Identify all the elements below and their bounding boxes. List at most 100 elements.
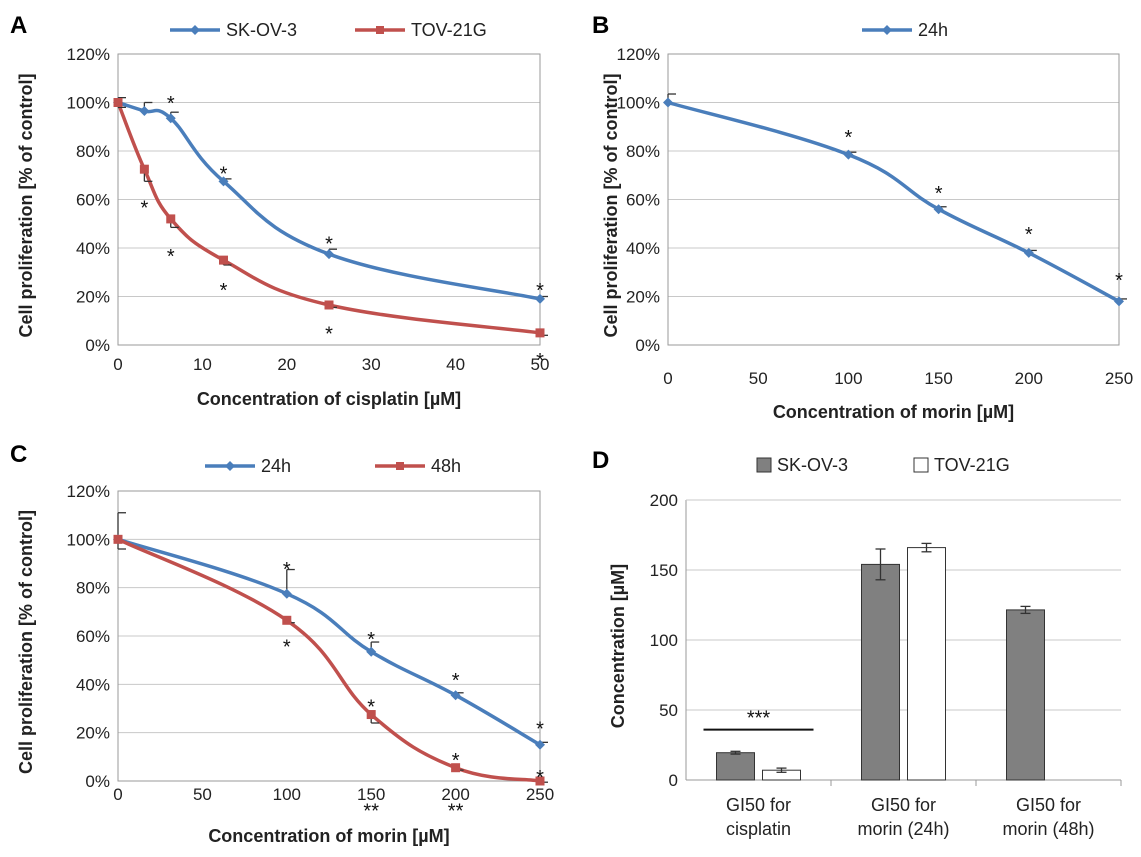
x-tick-label: 150 [924,369,952,388]
data-point [535,328,545,338]
data-point [139,105,150,116]
x-tick-label: 250 [1105,369,1133,388]
x-axis-title: Concentration of cisplatin [µM] [197,389,461,409]
plot-frame [117,53,541,346]
category-label: GI50 for [726,795,791,815]
y-tick-label: 50 [659,701,678,720]
y-axis-title: Concentration [µM] [608,564,628,728]
legend-label: 24h [261,456,291,476]
x-tick-label: 100 [273,785,301,804]
y-tick-label: 20% [76,724,110,743]
data-point [282,615,292,625]
data-point [166,214,176,224]
y-tick-label: 120% [617,45,660,64]
x-tick-label: 20 [277,355,296,374]
x-tick-label: 40 [446,355,465,374]
significance-marker: ** [448,801,464,823]
y-tick-label: 60% [626,191,660,210]
data-point [1023,247,1034,258]
data-point [113,534,123,544]
data-point [324,300,334,310]
y-tick-label: 100% [617,94,660,113]
category-label: GI50 for [1016,795,1081,815]
bar [1006,609,1045,781]
panel-letter: C [10,441,27,468]
x-axis-title: Concentration of morin [µM] [208,826,449,846]
significance-marker: * [220,280,228,302]
series-48h: ****** ** [113,534,548,823]
significance-marker: * [167,93,175,115]
category-label: GI50 for [871,795,936,815]
data-point [219,255,228,265]
y-tick-label: 150 [650,561,678,580]
x-tick-label: 200 [441,785,469,804]
x-tick-label: 100 [834,369,862,388]
legend-label: 24h [918,20,948,40]
significance-marker: * [220,163,228,185]
legend-label: TOV-21G [934,455,1010,475]
significance-marker: * [1025,224,1033,246]
plot-frame [117,490,541,782]
legend-label: 48h [431,456,461,476]
significance-marker: * [140,197,148,219]
x-tick-label: 10 [193,355,212,374]
legend-swatch [913,457,929,473]
x-tick-label: 0 [113,785,122,804]
category-label: morin (24h) [857,819,949,839]
significance-marker: * [367,697,375,719]
significance-marker: * [845,127,853,149]
legend-marker [225,461,235,471]
category-group: GI50 for morin (48h) [1002,605,1122,839]
data-point [933,204,944,215]
y-tick-label: 40% [76,675,110,694]
data-point [366,710,376,720]
x-tick-label: 50 [749,369,768,388]
x-tick-label: 250 [526,785,554,804]
y-tick-label: 120% [67,45,110,64]
y-axis-title: Cell proliferation [% of control] [16,510,36,774]
series-tov-21g: * * * * * [113,98,548,372]
significance-marker: * [283,636,291,658]
legend-marker [376,26,384,34]
x-tick-label: 0 [113,355,122,374]
y-tick-label: 0 [669,771,678,790]
series-line [116,101,541,335]
panel-b: B 0% 20% 40% 60% 80% 100% 120% Cell proliferatio… [592,12,1133,422]
panel-c: C 0% 20% 40% 60% 80% 100% 120% Cell proliferatio… [10,441,554,846]
significance-marker: * [536,280,544,302]
significance-marker: * [367,629,375,651]
data-point [1114,296,1124,307]
legend-label: TOV-21G [411,20,487,40]
data-point [139,164,149,174]
series-line [117,537,541,783]
data-point [450,690,461,701]
category-label: morin (48h) [1002,819,1094,839]
significance-marker: * [935,183,943,205]
panel-letter: B [592,12,609,39]
series-24h: * * * * [663,93,1127,307]
legend-marker [882,25,892,35]
data-point [451,763,461,773]
significance-marker: * [452,750,460,772]
y-tick-label: 80% [76,142,110,161]
y-tick-label: 0% [85,336,110,355]
significance-marker: *** [747,708,771,730]
y-tick-label: 0% [85,772,110,791]
legend-marker [190,25,200,35]
category-group: GI50 for morin (24h) [857,542,977,839]
data-point [324,249,334,260]
x-tick-label: 50 [193,785,212,804]
bar [716,752,755,781]
y-axis-title: Cell proliferation [% of control] [16,74,36,338]
x-tick-label: 200 [1015,369,1043,388]
bar [861,563,900,781]
legend-label: SK-OV-3 [226,20,297,40]
series-sk-ov-3: * * * * [113,93,548,304]
significance-marker: * [283,559,291,581]
y-tick-label: 60% [76,191,110,210]
significance-marker: * [536,350,544,372]
y-tick-label: 120% [67,482,110,501]
legend-label: SK-OV-3 [777,455,848,475]
category-label: cisplatin [726,819,791,839]
